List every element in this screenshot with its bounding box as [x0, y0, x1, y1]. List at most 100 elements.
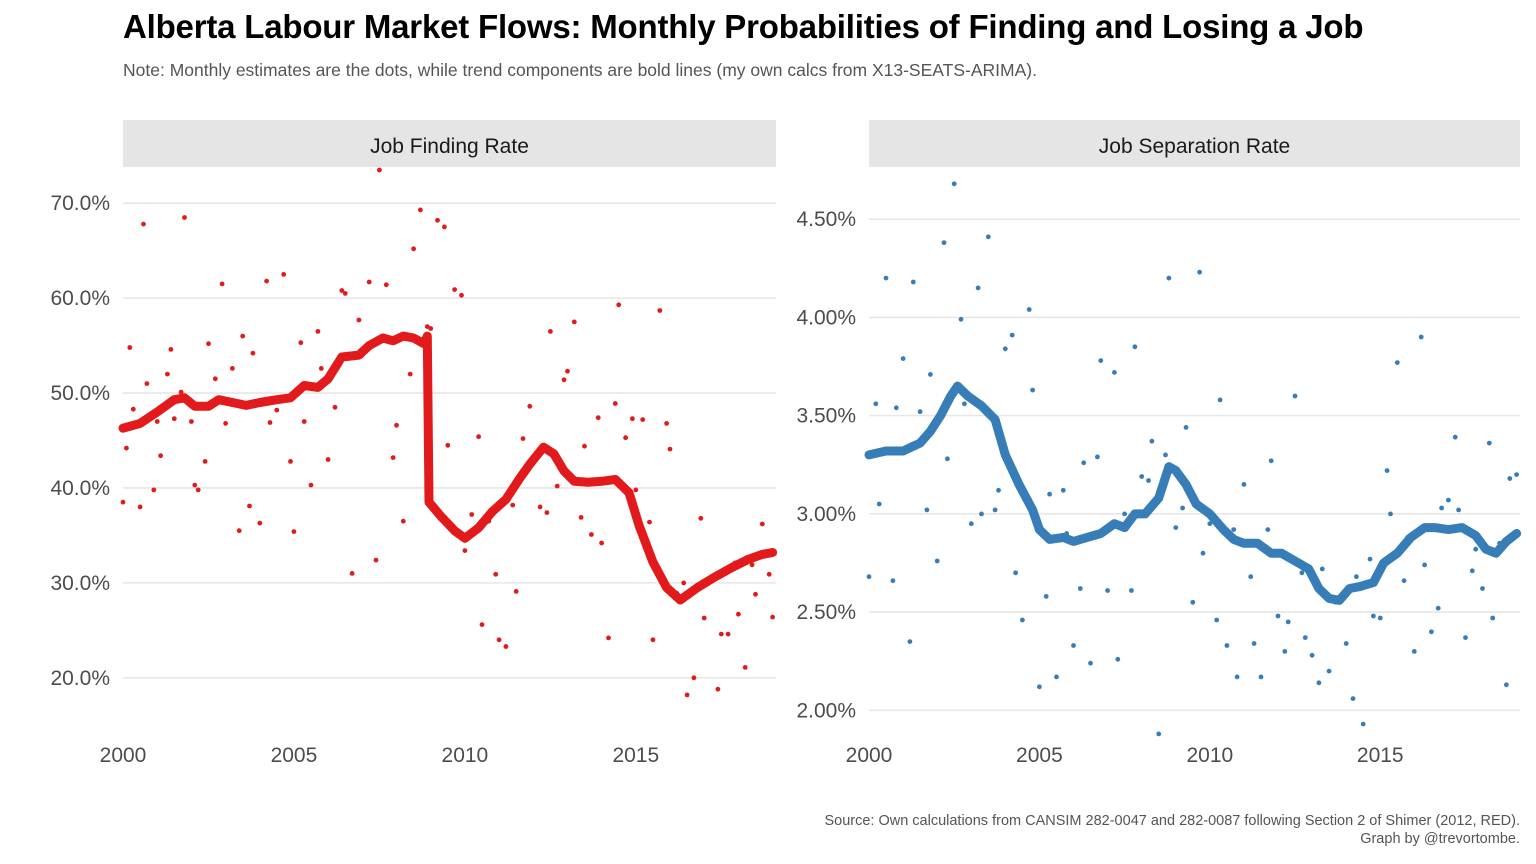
data-point — [1077, 586, 1083, 591]
y-axis-ticks: 2.00% 2.50% 3.00% 3.50% 4.00% 4.50% — [796, 208, 856, 722]
data-point — [373, 557, 379, 563]
data-point — [1480, 586, 1485, 591]
data-point — [1112, 370, 1117, 375]
data-point — [1299, 570, 1305, 576]
data-point — [1122, 511, 1127, 517]
x-tick-label: 2000 — [100, 744, 147, 767]
data-point — [725, 631, 731, 637]
data-point — [1486, 440, 1492, 446]
data-point — [698, 515, 704, 521]
data-point — [236, 528, 242, 534]
data-point — [418, 207, 423, 213]
data-point — [318, 366, 324, 371]
data-point — [288, 459, 293, 464]
data-point — [342, 291, 348, 296]
data-point — [366, 279, 372, 285]
y-tick-label: 2.00% — [796, 699, 856, 722]
data-point — [503, 644, 509, 649]
data-point — [1411, 649, 1417, 654]
data-point — [1224, 643, 1230, 648]
x-axis-ticks: 2000 2005 2010 2015 — [846, 744, 1404, 767]
data-point — [650, 637, 656, 643]
trend-line — [864, 381, 1522, 605]
data-point — [667, 446, 673, 452]
data-point — [141, 221, 146, 227]
data-point — [866, 574, 872, 580]
data-point — [1258, 674, 1264, 680]
data-point — [206, 341, 211, 347]
gridlines — [869, 218, 1520, 712]
data-point — [223, 421, 229, 426]
data-point — [951, 181, 957, 187]
data-point — [1452, 434, 1458, 440]
data-point — [968, 521, 974, 527]
data-point — [493, 571, 499, 577]
data-point — [1292, 393, 1298, 399]
data-point — [212, 376, 218, 382]
data-point — [1514, 472, 1519, 477]
data-point — [1047, 491, 1052, 497]
data-point — [127, 345, 133, 350]
strip-title: Job Finding Rate — [370, 135, 529, 158]
data-point — [1394, 360, 1400, 365]
data-point — [189, 419, 194, 424]
data-point — [1275, 613, 1281, 619]
data-point — [1214, 617, 1220, 623]
data-point — [356, 317, 362, 323]
data-point — [1156, 731, 1162, 737]
data-point — [589, 532, 594, 537]
data-point — [1139, 474, 1145, 479]
data-point — [1360, 721, 1366, 727]
data-point — [1146, 478, 1151, 483]
data-point — [349, 571, 355, 576]
data-point — [1326, 668, 1332, 674]
data-point — [606, 635, 611, 641]
caption-source: Source: Own calculations from CANSIM 282… — [824, 813, 1520, 829]
x-tick-label: 2000 — [846, 744, 893, 767]
data-point — [1183, 425, 1189, 430]
trend-line-group — [864, 381, 1522, 605]
data-point — [1401, 578, 1407, 584]
data-point — [442, 224, 447, 230]
data-point — [537, 504, 543, 510]
data-point — [1180, 505, 1185, 511]
data-point — [411, 246, 416, 252]
data-point — [1030, 387, 1035, 393]
data-point — [907, 639, 913, 644]
y-tick-label: 70.0% — [50, 192, 110, 215]
data-point — [182, 215, 187, 220]
data-point — [900, 356, 906, 361]
data-point — [137, 504, 143, 510]
data-point — [561, 377, 567, 383]
data-point — [459, 292, 464, 298]
data-point — [616, 302, 622, 308]
data-point — [1071, 643, 1076, 648]
data-point — [1265, 527, 1271, 532]
data-point — [718, 631, 724, 637]
data-point — [633, 487, 639, 493]
x-tick-label: 2010 — [1186, 744, 1233, 767]
data-point — [893, 405, 899, 411]
y-tick-label: 4.00% — [796, 306, 856, 329]
data-point — [554, 483, 560, 489]
data-point — [1200, 550, 1206, 556]
data-point — [168, 347, 174, 352]
data-point — [1309, 652, 1315, 658]
data-point — [1098, 358, 1104, 363]
data-point — [1319, 566, 1325, 572]
chart-subtitle: Note: Monthly estimates are the dots, wh… — [123, 60, 1037, 80]
chart-title: Alberta Labour Market Flows: Monthly Pro… — [123, 8, 1364, 45]
data-point — [1190, 599, 1196, 605]
data-point — [1020, 617, 1025, 623]
data-point — [151, 487, 157, 493]
data-point — [996, 487, 1001, 493]
data-point — [315, 329, 321, 334]
data-point — [144, 381, 150, 386]
data-point — [1422, 562, 1427, 568]
data-point — [394, 422, 399, 428]
data-point — [1054, 674, 1059, 680]
data-point — [1231, 527, 1237, 532]
data-point — [664, 421, 669, 426]
data-point — [1439, 505, 1444, 511]
data-point — [599, 540, 604, 546]
